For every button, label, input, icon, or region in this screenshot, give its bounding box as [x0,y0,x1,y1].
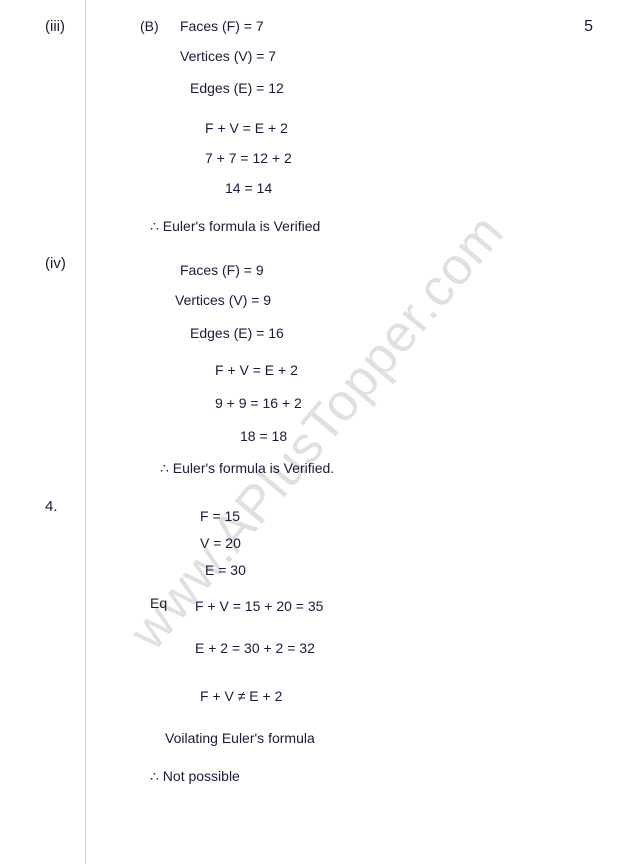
sub-label: (B) [140,18,159,34]
handwritten-line: Eq [150,595,167,611]
handwritten-line: Vertices (V) = 9 [175,292,271,308]
handwritten-line: V = 20 [200,535,241,551]
handwritten-line: Vertices (V) = 7 [180,48,276,64]
handwritten-line: ∴ Not possible [150,768,240,785]
section-label: (iii) [45,18,65,35]
handwritten-line: Voilating Euler's formula [165,730,315,746]
section-label: 4. [45,498,58,515]
handwritten-line: Faces (F) = 7 [180,18,264,34]
section-label: (iv) [45,255,66,272]
margin-rule [85,0,86,864]
handwritten-line: Faces (F) = 9 [180,262,264,278]
handwritten-line: F + V = 15 + 20 = 35 [195,598,323,614]
handwritten-page: www.APlusTopper.com 5 (iii) (B) Faces (F) … [0,0,633,864]
handwritten-line: F + V ≠ E + 2 [200,688,282,704]
handwritten-line: Edges (E) = 16 [190,325,284,341]
handwritten-line: F = 15 [200,508,240,524]
page-number: 5 [584,18,593,36]
handwritten-line: F + V = E + 2 [205,120,288,136]
handwritten-line: Edges (E) = 12 [190,80,284,96]
handwritten-line: 7 + 7 = 12 + 2 [205,150,292,166]
handwritten-line: E + 2 = 30 + 2 = 32 [195,640,315,656]
handwritten-line: F + V = E + 2 [215,362,298,378]
handwritten-line: ∴ Euler's formula is Verified. [160,460,334,477]
handwritten-line: 18 = 18 [240,428,287,444]
handwritten-line: 9 + 9 = 16 + 2 [215,395,302,411]
handwritten-line: ∴ Euler's formula is Verified [150,218,320,235]
handwritten-line: 14 = 14 [225,180,272,196]
handwritten-line: E = 30 [205,562,246,578]
watermark-text: www.APlusTopper.com [117,203,515,661]
